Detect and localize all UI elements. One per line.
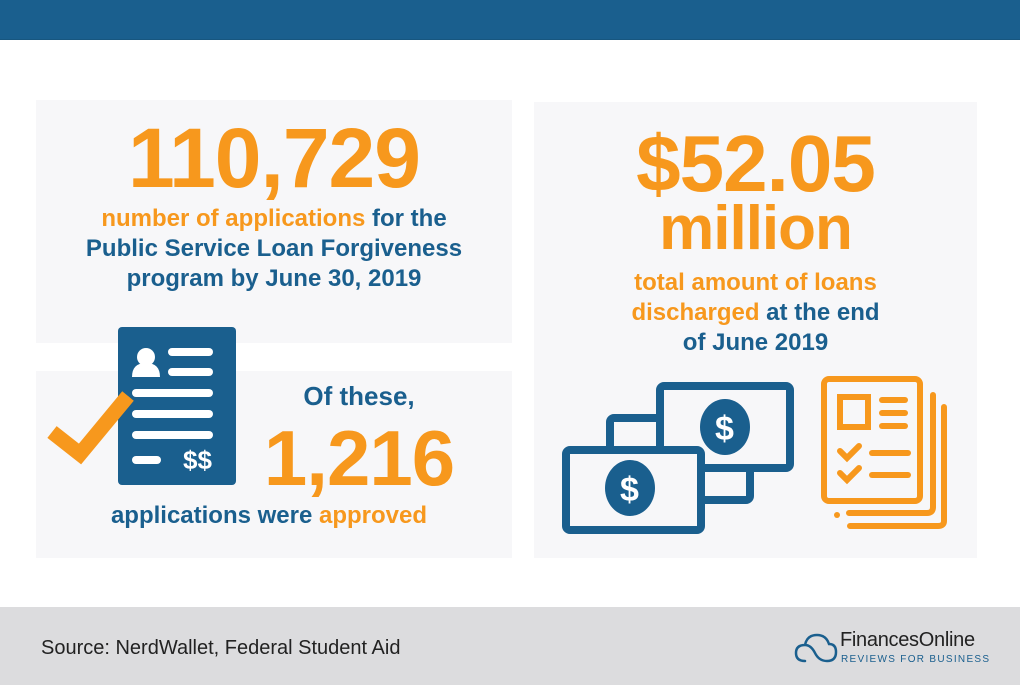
discharged-highlight: discharged xyxy=(631,299,760,326)
approved-desc-prefix: applications were xyxy=(110,502,320,529)
approved-intro: Of these, xyxy=(303,381,415,411)
approved-document-icon: $$ xyxy=(47,327,236,485)
approved-count: 1,216 xyxy=(263,414,455,502)
top-banner xyxy=(0,0,1020,40)
applications-desc-line3: program by June 30, 2019 xyxy=(126,265,422,292)
approved-description: applications were approved xyxy=(76,501,462,531)
money-bills-icon: $ $ xyxy=(562,382,794,534)
applications-desc-rest: for the xyxy=(365,205,447,232)
logo-name: FinancesOnline xyxy=(840,629,975,651)
applications-panel: 110,729 number of applications for the P… xyxy=(36,100,512,343)
source-text: Source: NerdWallet, Federal Student Aid xyxy=(41,637,401,659)
applications-highlight: number of applications xyxy=(101,205,366,232)
svg-text:$: $ xyxy=(715,410,734,448)
discharged-desc-line3: of June 2019 xyxy=(682,329,829,356)
logo-tagline: REVIEWS FOR BUSINESS xyxy=(841,654,991,665)
approved-panel: Of these, 1,216 applications were approv… xyxy=(36,371,512,558)
cloud-icon xyxy=(794,633,838,663)
discharged-desc-rest: at the end xyxy=(759,299,880,326)
financesonline-logo[interactable]: FinancesOnline REVIEWS FOR BUSINESS xyxy=(794,629,1010,669)
applications-count: 110,729 xyxy=(127,111,421,205)
svg-text:$$: $$ xyxy=(183,445,212,475)
discharged-desc-line1: total amount of loans xyxy=(634,269,877,296)
discharged-panel: $52.05 million total amount of loans dis… xyxy=(534,102,977,558)
svg-text:$: $ xyxy=(620,471,639,509)
approved-highlight: approved xyxy=(319,502,428,529)
checklist-documents-icon xyxy=(821,376,947,529)
discharged-unit: million xyxy=(659,194,853,263)
applications-desc-line2: Public Service Loan Forgiveness xyxy=(85,235,463,262)
footer: Source: NerdWallet, Federal Student Aid … xyxy=(0,607,1020,685)
discharged-description: total amount of loans discharged at the … xyxy=(534,268,977,358)
discharged-amount: $52.05 xyxy=(636,119,876,208)
applications-description: number of applications for the Public Se… xyxy=(36,204,512,294)
